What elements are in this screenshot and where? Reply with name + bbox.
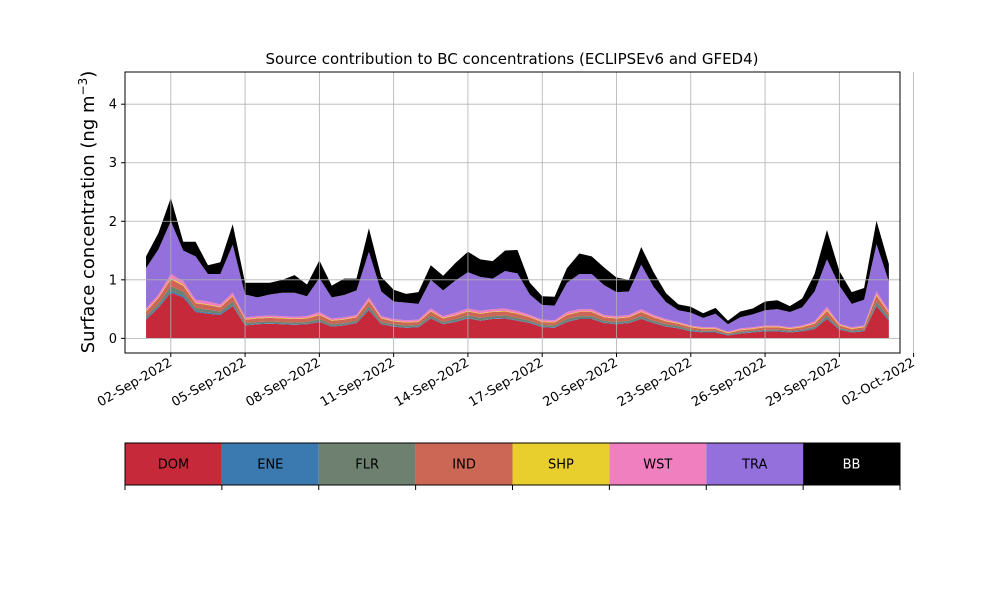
x-tick-label: 02-Sep-2022: [95, 355, 175, 410]
legend-label: FLR: [355, 458, 379, 473]
x-tick-label: 23-Sep-2022: [615, 355, 695, 410]
legend-label: ENE: [257, 458, 283, 473]
x-tick-label: 05-Sep-2022: [169, 355, 249, 410]
y-tick-label: 3: [109, 156, 117, 171]
legend-label: WST: [643, 458, 672, 473]
x-tick-label: 29-Sep-2022: [764, 355, 844, 410]
legend-swatch-flr: [318, 443, 416, 485]
x-tick-label: 11-Sep-2022: [318, 355, 398, 410]
chart-title: Source contribution to BC concentrations…: [265, 50, 758, 68]
y-axis: 0 1 2 3 4: [109, 98, 125, 347]
x-tick-label: 20-Sep-2022: [541, 355, 621, 410]
stacked-areas: [146, 197, 889, 339]
area-bb: [146, 197, 889, 325]
y-tick-label: 2: [109, 215, 117, 230]
y-tick-label: 0: [109, 332, 117, 347]
legend-label: IND: [452, 458, 476, 473]
legend-swatch-ene: [221, 443, 319, 485]
legend-swatch-shp: [512, 443, 610, 485]
y-axis-label: Surface concentration (ng m−3): [76, 71, 99, 354]
legend-swatch-wst: [609, 443, 707, 485]
y-tick-label: 1: [109, 273, 117, 288]
legend-swatch-dom: [125, 443, 222, 485]
x-tick-label: 14-Sep-2022: [392, 355, 472, 410]
grid-lines: [125, 72, 915, 353]
legend-label: BB: [843, 458, 861, 473]
legend-swatch-ind: [415, 443, 513, 485]
area-tra: [146, 221, 889, 332]
x-tick-label: 17-Sep-2022: [466, 355, 546, 410]
area-dom: [146, 292, 889, 339]
x-axis: 02-Sep-202205-Sep-202208-Sep-202211-Sep-…: [95, 353, 918, 410]
x-tick-label: 08-Sep-2022: [244, 355, 324, 410]
legend-label: SHP: [548, 458, 574, 473]
legend-swatch-bb: [803, 443, 900, 485]
legend-label: TRA: [741, 458, 767, 473]
legend-label: DOM: [158, 458, 189, 473]
y-tick-label: 4: [109, 98, 117, 113]
legend-swatch-tra: [706, 443, 804, 485]
x-tick-label: 02-Oct-2022: [839, 355, 917, 409]
plot-frame: [124, 71, 901, 354]
legend-colorbar: DOM ENE FLR IND SHP WST TRA BB: [124, 442, 901, 490]
x-tick-label: 26-Sep-2022: [689, 355, 769, 410]
